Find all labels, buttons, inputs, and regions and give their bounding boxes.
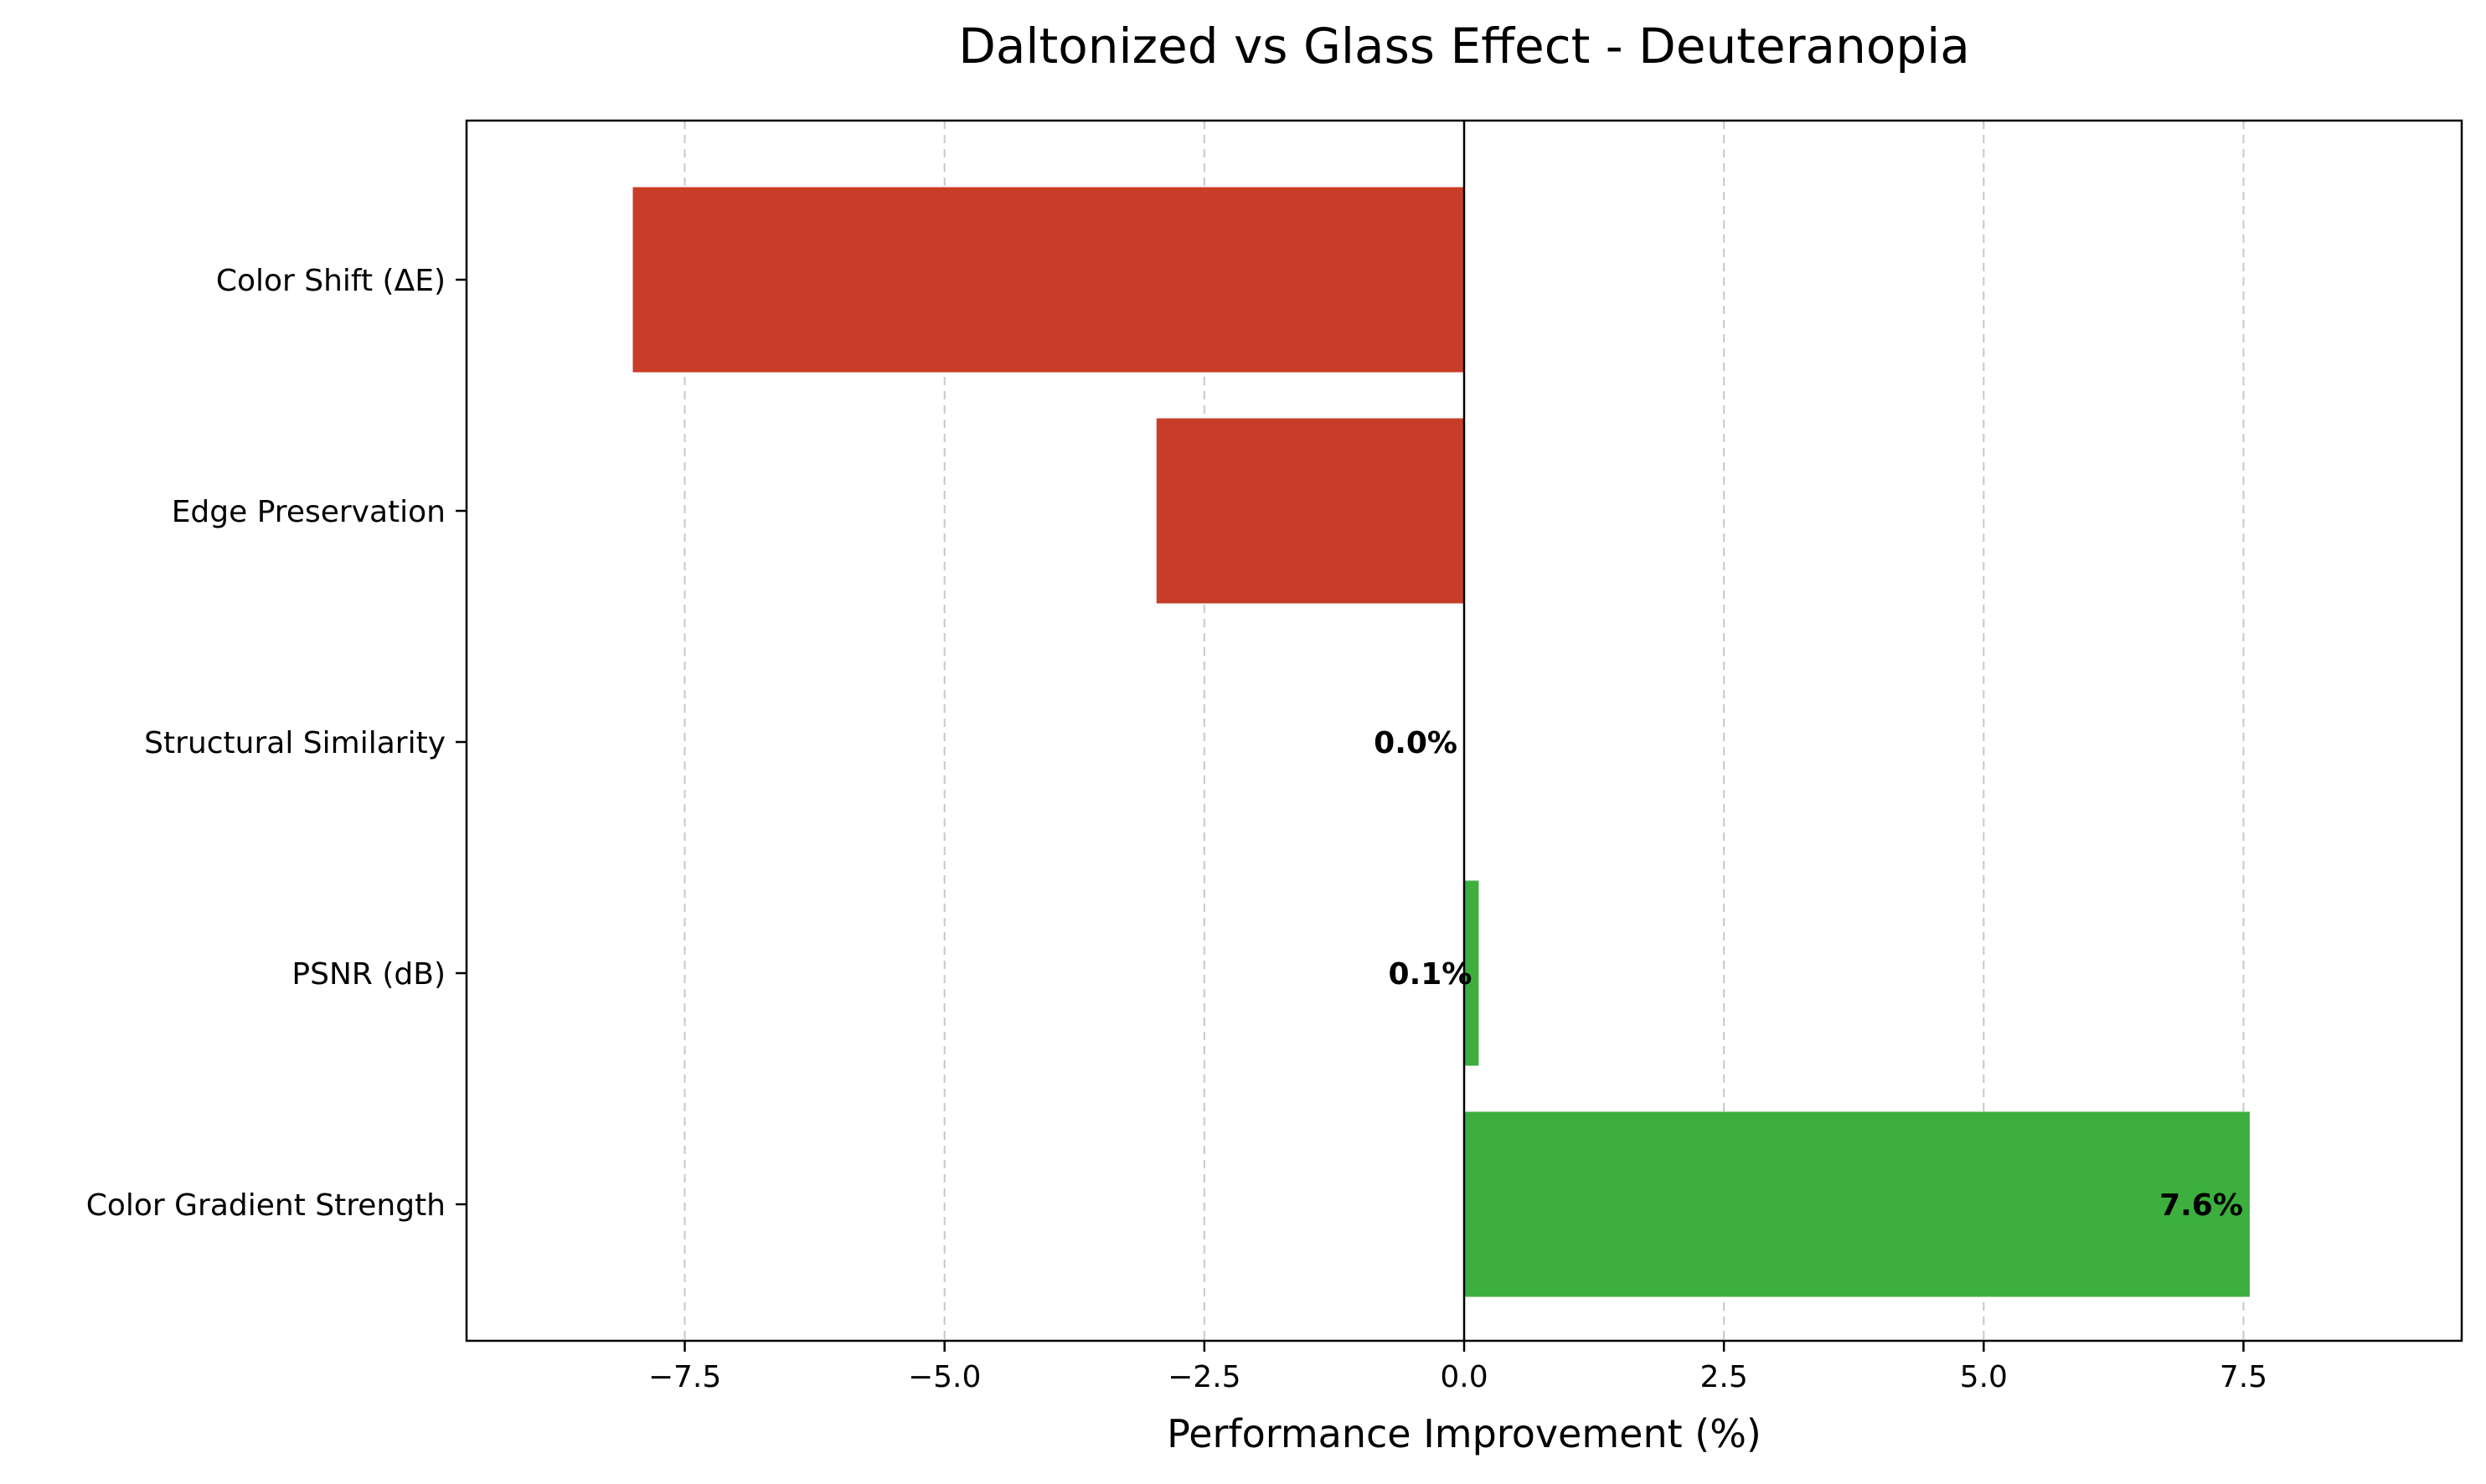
bar [632,187,1464,373]
x-tick-label: −7.5 [648,1360,721,1394]
bar-data-label: 7.6% [2159,1188,2243,1223]
chart-title: Daltonized vs Glass Effect - Deuteranopi… [958,18,1970,75]
bar-data-label: 0.1% [1389,957,1473,992]
y-tick-label: Color Gradient Strength [86,1188,446,1223]
bar-data-label: 0.0% [1374,726,1457,760]
x-tick-label: −2.5 [1168,1360,1240,1394]
bar [1464,880,1479,1066]
y-tick-label: PSNR (dB) [291,957,446,992]
y-tick-label: Structural Similarity [144,726,446,760]
x-tick-label: 5.0 [1960,1360,2008,1394]
bar [1156,418,1464,604]
bar [1464,1111,2250,1297]
x-tick-label: 2.5 [1700,1360,1748,1394]
x-tick-label: 7.5 [2220,1360,2267,1394]
x-tick-label: 0.0 [1440,1360,1488,1394]
y-tick-label: Edge Preservation [172,495,446,529]
x-tick-label: −5.0 [908,1360,981,1394]
x-axis-label: Performance Improvement (%) [1167,1411,1761,1456]
y-tick-label: Color Shift (ΔE) [216,264,446,298]
